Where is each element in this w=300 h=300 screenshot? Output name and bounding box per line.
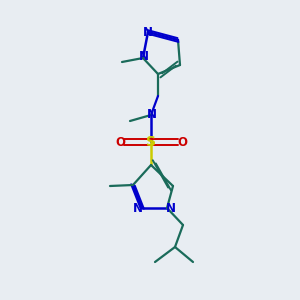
Text: O: O — [115, 136, 125, 148]
Text: S: S — [146, 135, 156, 149]
Text: N: N — [147, 109, 157, 122]
Text: N: N — [139, 50, 149, 64]
Text: N: N — [143, 26, 153, 38]
Text: N: N — [133, 202, 143, 215]
Text: O: O — [177, 136, 187, 148]
Text: N: N — [166, 202, 176, 215]
